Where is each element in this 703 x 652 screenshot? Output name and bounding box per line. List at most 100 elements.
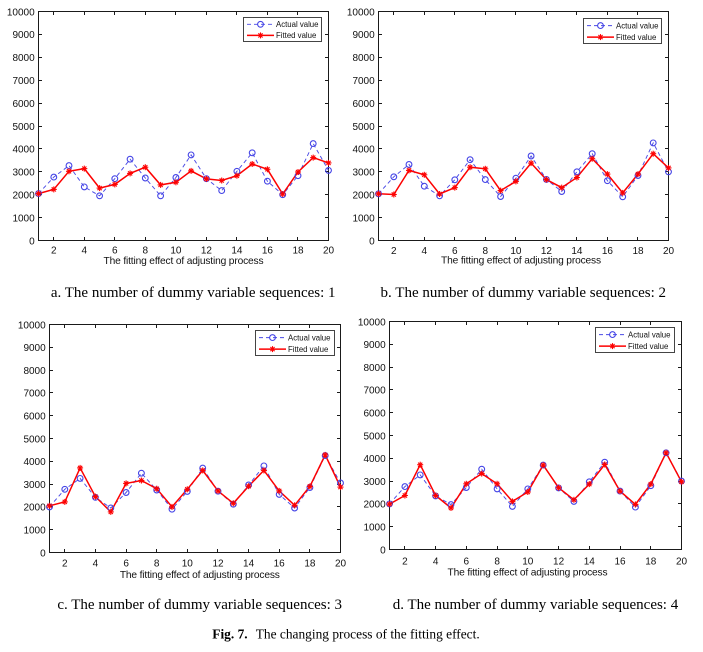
svg-text:14: 14: [584, 556, 596, 567]
svg-text:Fitted value: Fitted value: [628, 342, 668, 351]
svg-text:Fig. 7. The changing process o: Fig. 7. The changing process of the fitt…: [212, 627, 479, 642]
svg-text:6000: 6000: [363, 409, 386, 420]
svg-text:6: 6: [112, 245, 118, 256]
svg-text:4: 4: [93, 559, 99, 570]
svg-text:The fitting effect of adjustin: The fitting effect of adjusting process: [441, 256, 601, 267]
svg-text:10: 10: [510, 246, 522, 257]
svg-text:8: 8: [154, 559, 160, 570]
svg-text:0: 0: [29, 236, 35, 247]
svg-text:1000: 1000: [12, 213, 35, 224]
svg-text:16: 16: [614, 556, 626, 567]
svg-text:8000: 8000: [23, 366, 46, 377]
svg-text:8000: 8000: [352, 53, 375, 64]
svg-text:Actual value: Actual value: [616, 21, 658, 30]
svg-text:14: 14: [243, 559, 255, 570]
svg-text:3000: 3000: [363, 477, 386, 488]
svg-text:2000: 2000: [352, 191, 375, 202]
svg-text:20: 20: [323, 245, 335, 256]
svg-text:20: 20: [663, 246, 675, 257]
svg-text:10000: 10000: [7, 7, 35, 18]
svg-text:0: 0: [380, 545, 386, 556]
svg-text:8: 8: [494, 556, 500, 567]
svg-text:6000: 6000: [352, 99, 375, 110]
svg-text:4: 4: [433, 556, 439, 567]
svg-text:0: 0: [40, 548, 46, 559]
svg-text:9000: 9000: [12, 30, 35, 41]
svg-text:14: 14: [231, 245, 243, 256]
svg-text:18: 18: [292, 245, 304, 256]
svg-text:2: 2: [391, 246, 397, 257]
svg-text:18: 18: [304, 559, 316, 570]
svg-text:3000: 3000: [352, 168, 375, 179]
svg-text:7000: 7000: [12, 76, 35, 87]
svg-text:5000: 5000: [12, 122, 35, 133]
svg-text:c. The number of dummy variabl: c. The number of dummy variable sequence…: [57, 597, 342, 613]
svg-text:10000: 10000: [347, 7, 375, 18]
svg-text:Actual value: Actual value: [288, 333, 330, 342]
svg-text:20: 20: [676, 556, 688, 567]
svg-text:a. The number of dummy variabl: a. The number of dummy variable sequence…: [51, 285, 336, 301]
svg-text:Fitted value: Fitted value: [276, 31, 316, 40]
svg-text:2000: 2000: [12, 191, 35, 202]
svg-text:6: 6: [452, 246, 458, 257]
svg-text:7000: 7000: [363, 386, 386, 397]
svg-text:Actual value: Actual value: [628, 330, 670, 339]
svg-text:6000: 6000: [12, 99, 35, 110]
svg-text:Fitted value: Fitted value: [616, 33, 656, 42]
svg-text:4: 4: [422, 246, 428, 257]
svg-text:6: 6: [123, 559, 129, 570]
svg-text:4000: 4000: [352, 145, 375, 156]
svg-text:1000: 1000: [352, 213, 375, 224]
svg-text:2000: 2000: [363, 500, 386, 511]
svg-text:1000: 1000: [23, 526, 46, 537]
svg-text:5000: 5000: [363, 431, 386, 442]
svg-text:16: 16: [602, 246, 614, 257]
svg-text:10000: 10000: [358, 317, 386, 328]
svg-text:7000: 7000: [23, 389, 46, 400]
svg-text:18: 18: [632, 246, 644, 257]
svg-text:6: 6: [464, 556, 470, 567]
svg-text:4000: 4000: [23, 457, 46, 468]
svg-text:12: 12: [212, 559, 224, 570]
svg-text:d. The number of dummy variabl: d. The number of dummy variable sequence…: [393, 597, 679, 613]
svg-text:12: 12: [541, 246, 553, 257]
svg-text:b. The number of dummy variabl: b. The number of dummy variable sequence…: [381, 285, 666, 301]
svg-text:5000: 5000: [352, 122, 375, 133]
svg-text:20: 20: [335, 559, 347, 570]
svg-text:The fitting effect of adjustin: The fitting effect of adjusting process: [448, 568, 608, 579]
svg-text:2000: 2000: [23, 503, 46, 514]
svg-text:3000: 3000: [23, 480, 46, 491]
svg-text:12: 12: [201, 245, 213, 256]
svg-text:10: 10: [182, 559, 194, 570]
svg-text:14: 14: [571, 246, 583, 257]
svg-text:16: 16: [262, 245, 274, 256]
svg-text:9000: 9000: [352, 30, 375, 41]
svg-text:4000: 4000: [12, 145, 35, 156]
svg-text:8: 8: [483, 246, 489, 257]
svg-text:10: 10: [170, 245, 182, 256]
svg-text:3000: 3000: [12, 168, 35, 179]
svg-text:6000: 6000: [23, 412, 46, 423]
svg-text:2: 2: [402, 556, 408, 567]
svg-text:2: 2: [51, 245, 57, 256]
svg-text:12: 12: [553, 556, 565, 567]
svg-text:Fitted value: Fitted value: [288, 345, 328, 354]
svg-text:16: 16: [274, 559, 286, 570]
svg-text:18: 18: [645, 556, 657, 567]
svg-text:10000: 10000: [18, 320, 46, 331]
svg-text:0: 0: [369, 236, 375, 247]
svg-text:4: 4: [82, 245, 88, 256]
svg-text:10: 10: [522, 556, 534, 567]
svg-text:The fitting effect of adjustin: The fitting effect of adjusting process: [104, 256, 264, 267]
svg-text:1000: 1000: [363, 523, 386, 534]
svg-text:The fitting effect of adjustin: The fitting effect of adjusting process: [120, 570, 280, 581]
svg-text:8000: 8000: [12, 53, 35, 64]
svg-text:4000: 4000: [363, 454, 386, 465]
svg-text:7000: 7000: [352, 76, 375, 87]
svg-text:Actual value: Actual value: [276, 20, 318, 29]
svg-text:8: 8: [143, 245, 149, 256]
svg-text:2: 2: [62, 559, 68, 570]
svg-text:9000: 9000: [23, 343, 46, 354]
svg-text:5000: 5000: [23, 434, 46, 445]
svg-text:8000: 8000: [363, 363, 386, 374]
